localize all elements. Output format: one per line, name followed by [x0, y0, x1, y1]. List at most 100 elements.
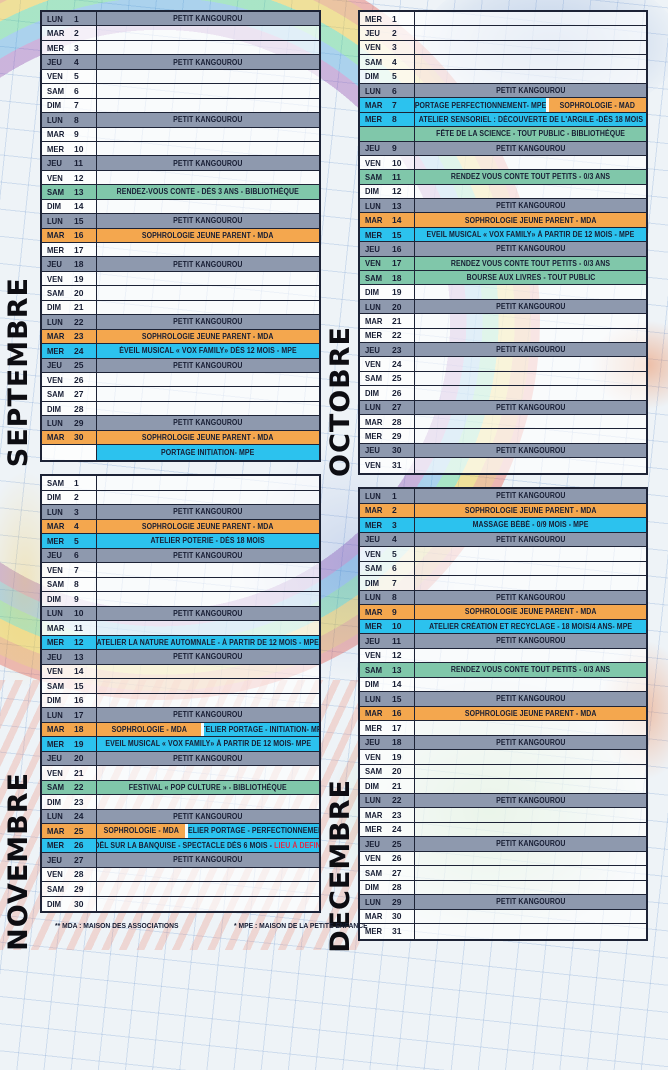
day-number-label: 28 [392, 882, 402, 893]
event-cells: PETIT KANGOUROU [415, 342, 646, 357]
event-cells: PETIT KANGOUROU [97, 55, 319, 69]
day-cell: SAM 29 [42, 882, 97, 896]
calendar-row: MAR 30 [360, 909, 646, 924]
event-label: PETIT KANGOUROU [495, 345, 566, 355]
calendar-row: SAM 4 [360, 55, 646, 70]
day-name-label: DIM [365, 577, 380, 588]
day-number-label: 23 [392, 344, 402, 355]
day-number-label: 20 [392, 766, 402, 777]
day-cell: MER 12 [42, 635, 97, 649]
calendar-table: LUN 1 PETIT KANGOUROU MAR 2 SOPHROLOGIE JEUNE… [358, 487, 648, 941]
calendar-row: VEN 12 [42, 170, 319, 186]
event-cell-empty [97, 490, 319, 504]
event-cells: SOPHROLOGIE JEUNE PARENT - MDA [415, 213, 646, 227]
event-label: PETIT KANGOUROU [173, 14, 243, 24]
event-cells: PETIT KANGOUROU [415, 400, 646, 414]
event-cell-empty [97, 896, 319, 911]
calendar-row: SAM 8 [42, 577, 319, 592]
day-cell: MER 1 [360, 12, 415, 26]
event-cell: SOPHROLOGIE - MDA [97, 824, 185, 838]
day-name-label: JEU [365, 28, 380, 39]
event-cell-empty [415, 924, 646, 939]
day-cell: MAR 23 [42, 329, 97, 344]
event-cell-empty [415, 12, 646, 26]
calendar-row: JEU 18 PETIT KANGOUROU [42, 257, 319, 272]
event-cell-empty [97, 387, 319, 401]
event-cell: PETIT KANGOUROU [415, 443, 646, 458]
event-label: NOËL SUR LA BANQUISE - SPECTACLE DÈS 6 M… [97, 841, 319, 850]
event-cells [415, 576, 646, 590]
day-number-label: 29 [74, 883, 84, 894]
event-cells: SOPHROLOGIE JEUNE PARENT - MDA [97, 329, 319, 344]
event-label: PETIT KANGOUROU [173, 608, 243, 618]
day-cell: DIM 28 [360, 880, 415, 894]
day-cell: SAM 15 [42, 679, 97, 693]
day-number-label: 19 [392, 287, 402, 298]
event-cells: PORTAGE PERFECTIONNEMENT- MPE SOPHROLOGIE… [415, 98, 646, 112]
day-cell: MER 15 [360, 227, 415, 242]
event-cells [415, 458, 646, 473]
day-name-label: JEU [47, 854, 62, 865]
day-name-label: MAR [365, 505, 383, 516]
day-cell: LUN 17 [42, 708, 97, 722]
day-name-label: SAM [365, 867, 383, 878]
day-cell: MER 10 [42, 141, 97, 156]
day-name-label: SAM [47, 186, 65, 197]
calendar-row: DIM 28 [360, 880, 646, 895]
event-cells: PETIT KANGOUROU [415, 532, 646, 546]
calendar-row: LUN 13 PETIT KANGOUROU [360, 199, 646, 214]
calendar-row: MER 3 [42, 40, 319, 56]
event-cells [415, 12, 646, 26]
event-cells: PETIT KANGOUROU [97, 358, 319, 372]
calendar-row: VEN 21 [42, 766, 319, 781]
day-number-label: 4 [392, 534, 397, 545]
day-cell: DIM 21 [42, 300, 97, 315]
day-name-label: JEU [365, 243, 380, 254]
calendar-row: VEN 3 [360, 40, 646, 56]
calendar-row: MAR 30 SOPHROLOGIE JEUNE PARENT - MDA [42, 430, 319, 446]
event-cells: EVEIL MUSICAL « VOX FAMILY» À PARTIR DE … [97, 737, 319, 751]
event-cells [415, 285, 646, 299]
calendar-row: LUN 27 PETIT KANGOUROU [360, 400, 646, 415]
calendar-row: VEN 12 [360, 648, 646, 663]
event-cell: PETIT KANGOUROU [415, 590, 646, 604]
day-number-label: 10 [74, 143, 84, 154]
event-cell: ATELIER PORTAGE - INITIATION- MPE [201, 722, 319, 736]
day-cell: VEN 3 [360, 40, 415, 55]
event-label: PETIT KANGOUROU [173, 317, 243, 327]
event-cell-empty [97, 664, 319, 678]
day-name-label: DIM [365, 387, 380, 398]
calendar-row: MAR 2 [42, 26, 319, 41]
day-cell: MAR 21 [360, 314, 415, 328]
day-number-label: 4 [74, 57, 79, 68]
event-label: PETIT KANGOUROU [173, 216, 243, 226]
day-name-label: MAR [47, 331, 65, 342]
event-cells [97, 387, 319, 401]
event-cells [97, 896, 319, 911]
day-name-label: LUN [365, 85, 381, 96]
event-cell: BOURSE AUX LIVRES - TOUT PUBLIC [415, 271, 646, 285]
day-name-label: SAM [365, 272, 383, 283]
month-title: OCTOBRE [325, 325, 356, 477]
event-cells: MASSAGE BÉBÉ - 0/9 MOIS - MPE [415, 518, 646, 532]
day-name-label: SAM [47, 85, 65, 96]
day-name-label: LUN [47, 506, 63, 517]
day-number-label: 15 [392, 229, 402, 240]
event-cell-empty [415, 721, 646, 735]
event-cell: PETIT KANGOUROU [415, 242, 646, 256]
calendar-row: DIM 7 [360, 576, 646, 591]
event-label: PORTAGE PERFECTIONNEMENT- MPE [415, 100, 547, 110]
event-cell-empty [97, 26, 319, 40]
event-cells [97, 693, 319, 707]
day-number-label: 13 [74, 186, 84, 197]
day-name-label: JEU [47, 158, 62, 169]
day-number-label: 22 [74, 316, 84, 327]
day-number-label: 12 [74, 637, 84, 648]
day-number-label: 15 [74, 680, 84, 691]
event-cell-empty [97, 693, 319, 707]
event-cells: PETIT KANGOUROU [97, 548, 319, 562]
day-cell: MAR 18 [42, 722, 97, 736]
day-number-label: 8 [392, 114, 397, 125]
day-cell: MAR 2 [42, 26, 97, 40]
calendar-row: LUN 3 PETIT KANGOUROU [42, 505, 319, 520]
